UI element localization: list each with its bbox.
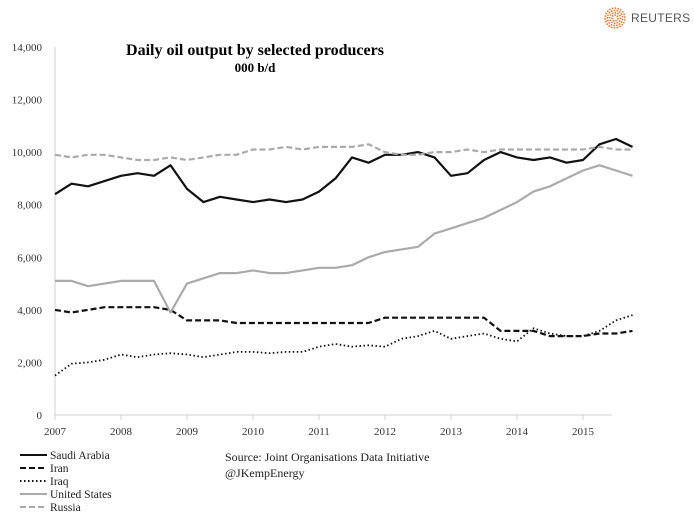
logo-dot [608, 16, 611, 19]
series-line-russia [54, 143, 633, 162]
chart-title: Daily oil output by selected producers [126, 42, 384, 59]
logo-dot [618, 14, 621, 17]
x-tick-label: 2007 [44, 426, 67, 438]
logo-dot [614, 11, 617, 14]
logo-dot [611, 15, 614, 17]
author-handle: @JKempEnergy [225, 466, 305, 480]
logo-dot [607, 14, 609, 16]
logo-dot [610, 23, 613, 26]
series-line-iran [54, 306, 633, 338]
logo-dot [608, 25, 611, 27]
logo-dot [618, 11, 621, 13]
logo-dot [622, 21, 625, 24]
logo-dot [616, 15, 619, 18]
logo-dot [606, 16, 609, 19]
logo-dot [609, 19, 612, 22]
y-tick-label: 10,000 [12, 147, 43, 159]
x-tick-label: 2008 [110, 426, 133, 438]
logo-dot [612, 19, 615, 22]
logo-dot [608, 22, 611, 24]
logo-dot [621, 10, 624, 13]
y-tick-label: 6,000 [17, 252, 42, 264]
logo-dot [613, 9, 616, 12]
logo-dot [616, 21, 619, 24]
series-line-united-states [55, 164, 633, 314]
logo-dot [606, 10, 609, 13]
y-tick-label: 8,000 [17, 200, 42, 212]
x-tick-label: 2013 [440, 426, 463, 438]
logo-dot [617, 12, 619, 15]
source-note: Source: Joint Organisations Data Initiat… [225, 449, 429, 481]
x-tick-label: 2012 [374, 426, 396, 438]
logo-dot [620, 21, 623, 24]
logo-dot [610, 26, 613, 29]
series-line-saudi-arabia [54, 137, 633, 204]
y-tick-label: 2,000 [17, 357, 42, 369]
logo-dot [615, 19, 617, 22]
y-tick-label: 4,000 [17, 305, 42, 317]
logo-dot [605, 12, 608, 15]
chart-subtitle: 000 b/d [235, 60, 277, 75]
legend-label-iraq: Iraq [50, 476, 69, 488]
x-tick-label: 2014 [506, 426, 529, 438]
logo-dot [616, 26, 619, 29]
logo-dot [619, 25, 621, 28]
logo-dot [621, 23, 624, 26]
y-tick-label: 12,000 [12, 95, 43, 107]
legend-label-russia: Russia [50, 502, 81, 514]
source-line: Source: Joint Organisations Data Initiat… [225, 450, 430, 464]
legend-label-iran: Iran [50, 463, 69, 475]
legend-label-saudi-arabia: Saudi Arabia [50, 450, 110, 462]
logo-dot [616, 9, 619, 12]
logo-dot [621, 18, 624, 21]
reuters-logo-icon [604, 7, 626, 29]
logo-dot [616, 24, 618, 27]
logo-dot [611, 17, 613, 20]
logo-dot [611, 7, 614, 10]
logo-dot [604, 15, 607, 18]
logo-text: REUTERS [631, 11, 691, 25]
logo-dot [614, 7, 617, 10]
logo-dot [611, 21, 613, 24]
logo-dot [608, 11, 611, 14]
logo-dot [618, 20, 621, 22]
logo-dot [606, 19, 609, 22]
logo-dot [619, 9, 622, 11]
logo-dot [613, 26, 616, 29]
logo-dot [611, 12, 614, 15]
y-tick-label: 14,000 [12, 42, 43, 54]
logo-dot [614, 14, 617, 16]
logo-dot [610, 10, 613, 13]
x-tick-label: 2009 [176, 426, 199, 438]
logo-dot [623, 13, 626, 16]
logo-dot [609, 8, 611, 11]
legend-label-united-states: United States [50, 489, 112, 501]
logo-dot [616, 18, 619, 20]
x-tick-label: 2010 [242, 426, 265, 438]
logo-dot [620, 13, 623, 16]
x-tick-label: 2011 [308, 426, 330, 438]
logo-dot [613, 24, 616, 27]
logo-dot [604, 20, 607, 23]
logo-dot [619, 17, 622, 20]
logo-dot [618, 23, 621, 26]
logo-dot [623, 18, 626, 21]
logo-dot [609, 14, 612, 16]
series-line-iraq [54, 314, 633, 377]
reuters-logo: REUTERS [604, 7, 690, 29]
logo-dot [613, 22, 616, 25]
logo-dot [617, 7, 620, 10]
y-tick-label: 0 [37, 410, 43, 422]
logo-dot [604, 18, 607, 20]
logo-dot [606, 23, 609, 26]
logo-dot [623, 16, 626, 18]
logo-dot [621, 15, 624, 18]
x-tick-label: 2015 [572, 426, 595, 438]
